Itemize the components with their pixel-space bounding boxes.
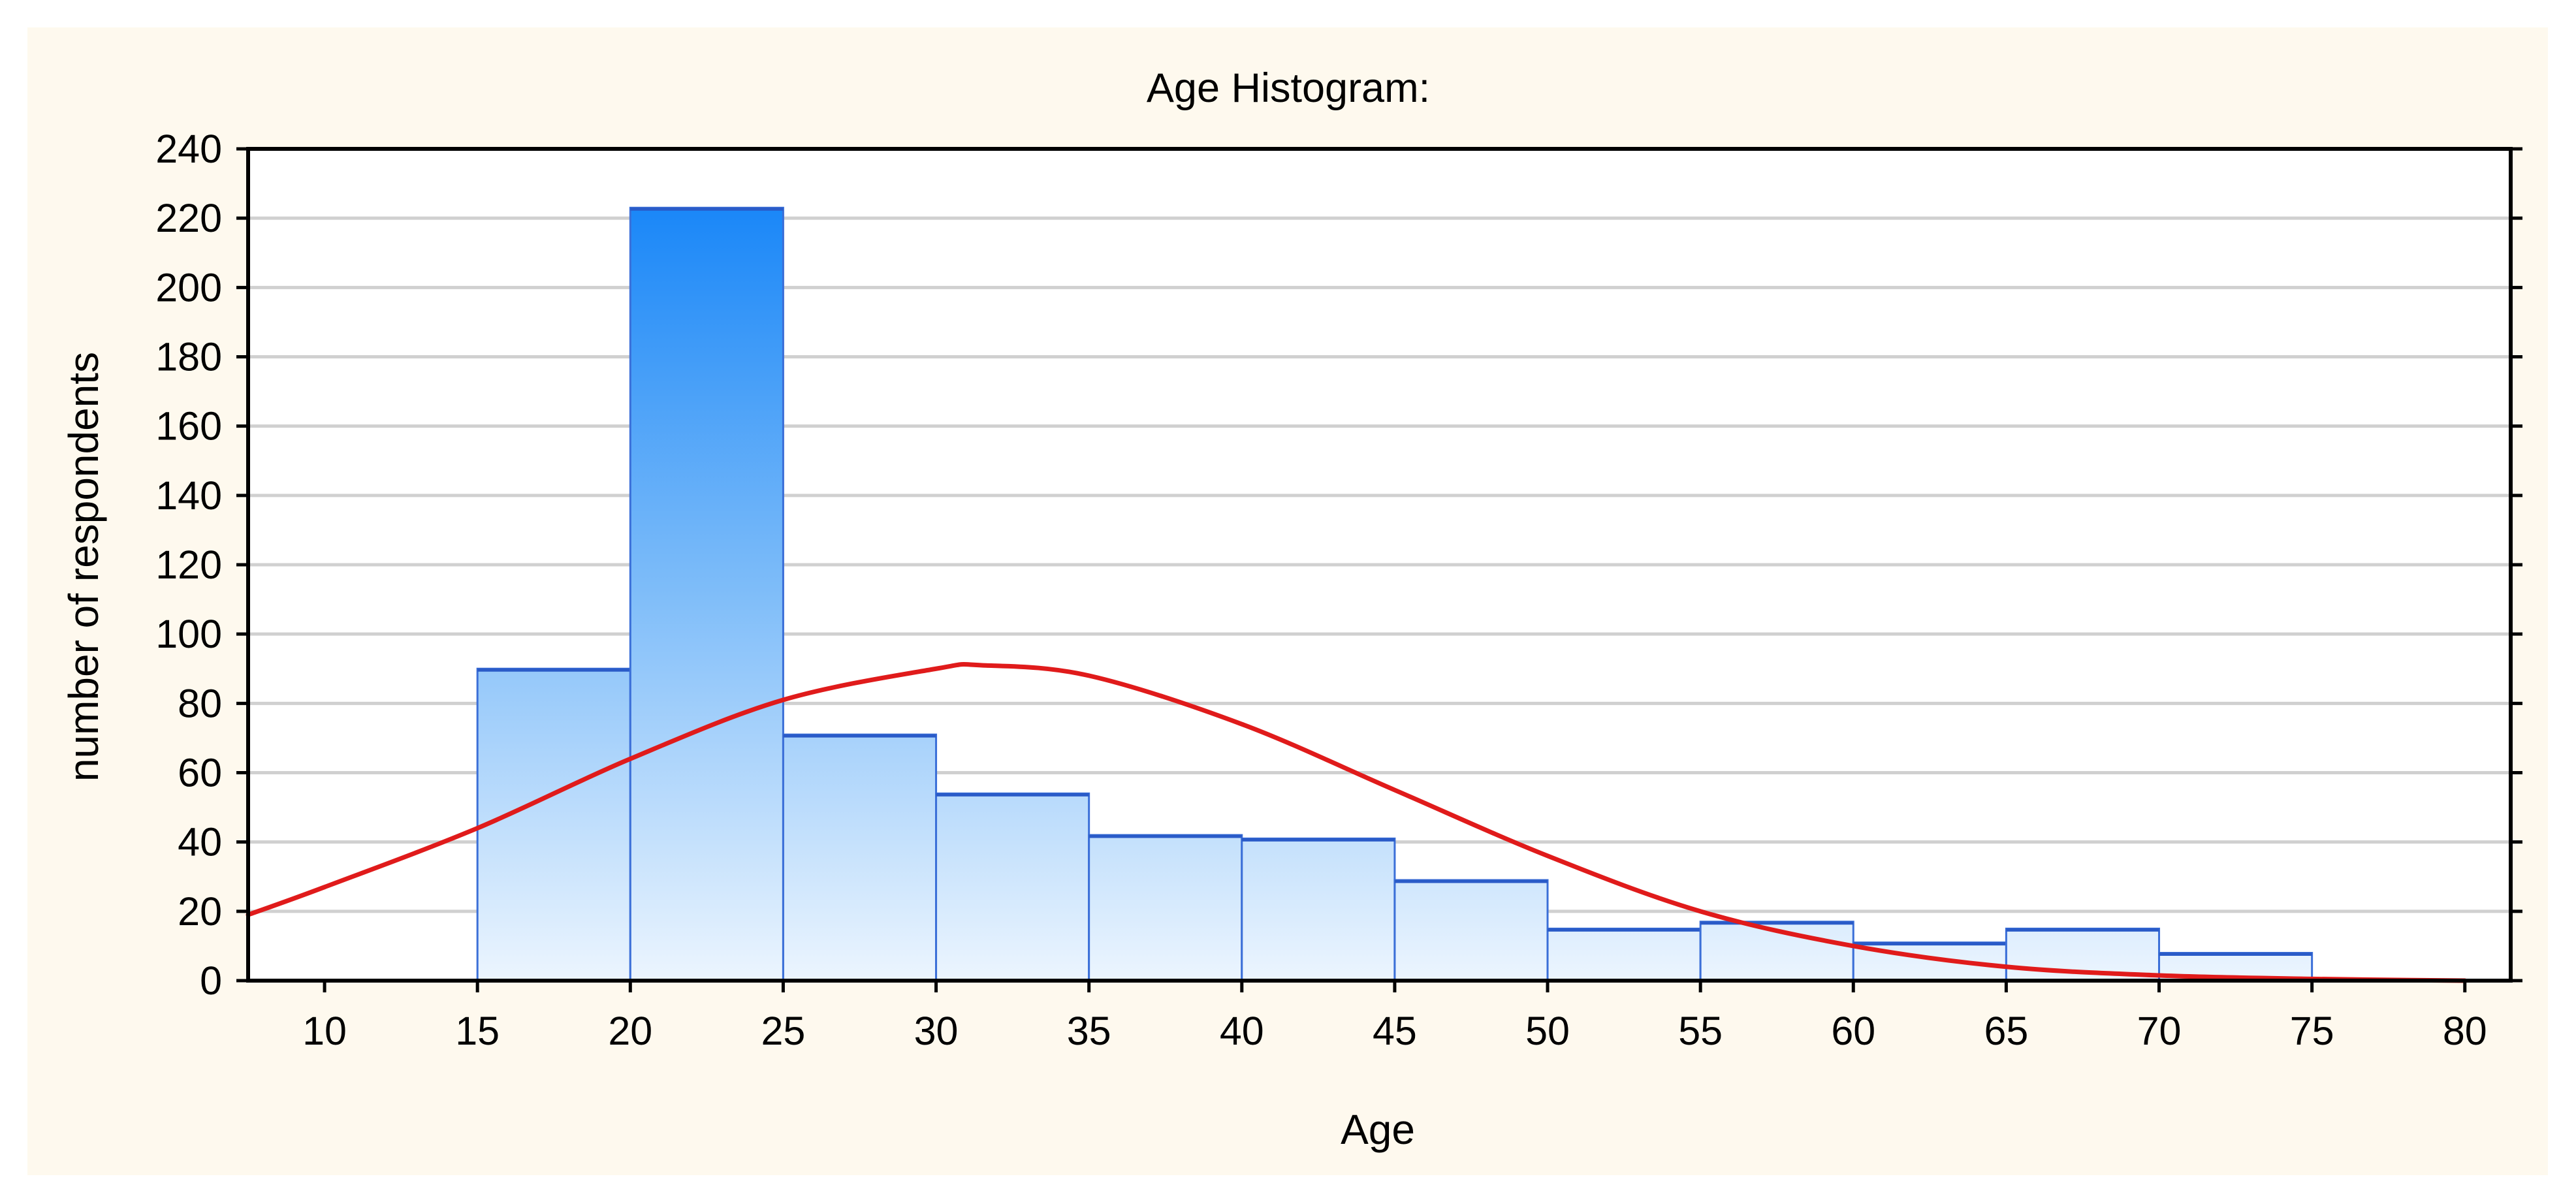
y-tick-label: 240 (155, 127, 222, 171)
y-tick-label: 40 (178, 820, 222, 864)
chart-title: Age Histogram: (1147, 65, 1430, 111)
x-tick-label: 55 (1678, 1009, 1723, 1053)
histogram-bar (476, 667, 631, 982)
x-tick-label: 45 (1373, 1009, 1417, 1053)
x-tick-label: 65 (1984, 1009, 2028, 1053)
x-tick-label: 50 (1525, 1009, 1570, 1053)
y-axis-label: number of respondents (60, 352, 107, 782)
y-tick-label: 0 (200, 958, 222, 1003)
y-tick-label: 180 (155, 335, 222, 379)
y-tick-label: 220 (155, 196, 222, 240)
histogram-bar (1393, 879, 1549, 982)
y-tick-label: 160 (155, 404, 222, 449)
x-tick-label: 80 (2443, 1009, 2487, 1053)
y-tick-label: 60 (178, 751, 222, 795)
x-tick-label: 20 (608, 1009, 652, 1053)
x-tick-label: 35 (1067, 1009, 1111, 1053)
x-tick-label: 40 (1220, 1009, 1264, 1053)
y-tick-label: 80 (178, 681, 222, 725)
axis-ticks: 0 20 40 60 80 100 120 140 160 180 200 220 240 10 15 20 2… (155, 127, 2522, 1053)
y-tick-label: 100 (155, 612, 222, 656)
y-tick-label: 20 (178, 889, 222, 934)
histogram-bar (782, 733, 938, 982)
x-tick-label: 10 (302, 1009, 347, 1053)
histogram-bar (1546, 927, 1702, 982)
x-tick-label: 15 (455, 1009, 500, 1053)
x-axis-label: Age (1341, 1106, 1415, 1153)
y-tick-label: 200 (155, 265, 222, 309)
x-tick-label: 60 (1831, 1009, 1875, 1053)
normal-curve-layer (246, 662, 2468, 983)
grid-lines (248, 216, 2511, 913)
histogram-bar (629, 206, 784, 982)
y-tick-label: 120 (155, 543, 222, 587)
y-tick-label: 140 (155, 473, 222, 518)
histogram-bars (476, 206, 2314, 982)
histogram-bar (935, 792, 1090, 982)
x-tick-label: 25 (761, 1009, 805, 1053)
x-tick-label: 70 (2137, 1009, 2182, 1053)
x-tick-label: 30 (914, 1009, 959, 1053)
histogram-bar (1241, 837, 1396, 982)
x-tick-label: 75 (2290, 1009, 2334, 1053)
normal-fit-curve (246, 662, 2468, 983)
histogram-bar (1088, 834, 1243, 982)
